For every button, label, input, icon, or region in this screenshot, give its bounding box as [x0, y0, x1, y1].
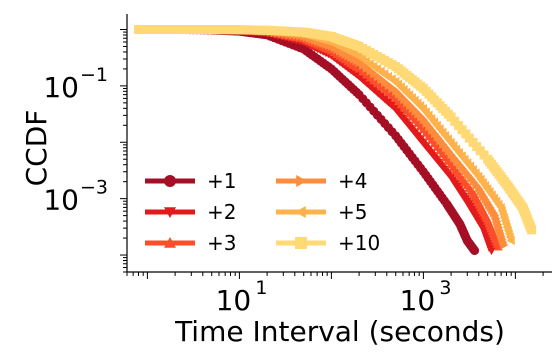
series-point	[500, 240, 509, 250]
y-tick-label: 10	[43, 71, 79, 104]
legend-marker	[164, 237, 176, 248]
y-tick-exponent: −1	[80, 64, 108, 86]
x-tick-label: 10	[216, 284, 252, 317]
legend-marker	[296, 175, 307, 187]
legend-item: +2	[145, 200, 236, 224]
legend-item: +4	[276, 169, 367, 193]
legend-item: +10	[276, 231, 380, 255]
x-tick-exponent: 3	[439, 277, 451, 299]
legend-marker	[295, 237, 307, 249]
legend-label: +10	[338, 231, 380, 255]
series-point	[487, 246, 497, 256]
legend-label: +3	[207, 231, 236, 255]
x-tick-label: 10	[400, 284, 436, 317]
series-line	[147, 26, 515, 242]
minor-ticks	[120, 29, 544, 279]
legend-marker	[295, 206, 306, 218]
x-axis-label: Time Interval (seconds)	[174, 315, 505, 348]
legend-item: +3	[145, 231, 236, 255]
series-5	[142, 25, 515, 246]
legend-marker	[164, 207, 176, 218]
series-point	[527, 225, 537, 235]
legend-label: +5	[338, 200, 367, 224]
legend-marker	[164, 175, 176, 187]
y-tick-label: 10	[43, 184, 79, 217]
legend-label: +2	[207, 200, 236, 224]
legend: +1 +2 +3 +4 +5 +10	[145, 169, 380, 255]
series-point	[506, 236, 515, 246]
x-tick-exponent: 1	[255, 277, 267, 299]
major-ticks: 10 1 10 310 −110 −3	[43, 64, 451, 317]
series-6	[133, 25, 537, 235]
series-layer	[133, 25, 537, 256]
legend-label: +1	[207, 169, 236, 193]
y-tick-exponent: −3	[80, 177, 108, 199]
series-point	[470, 246, 480, 256]
legend-label: +4	[338, 169, 367, 193]
legend-item: +5	[276, 200, 367, 224]
legend-item: +1	[145, 169, 236, 193]
y-axis-label: CCDF	[20, 110, 53, 187]
